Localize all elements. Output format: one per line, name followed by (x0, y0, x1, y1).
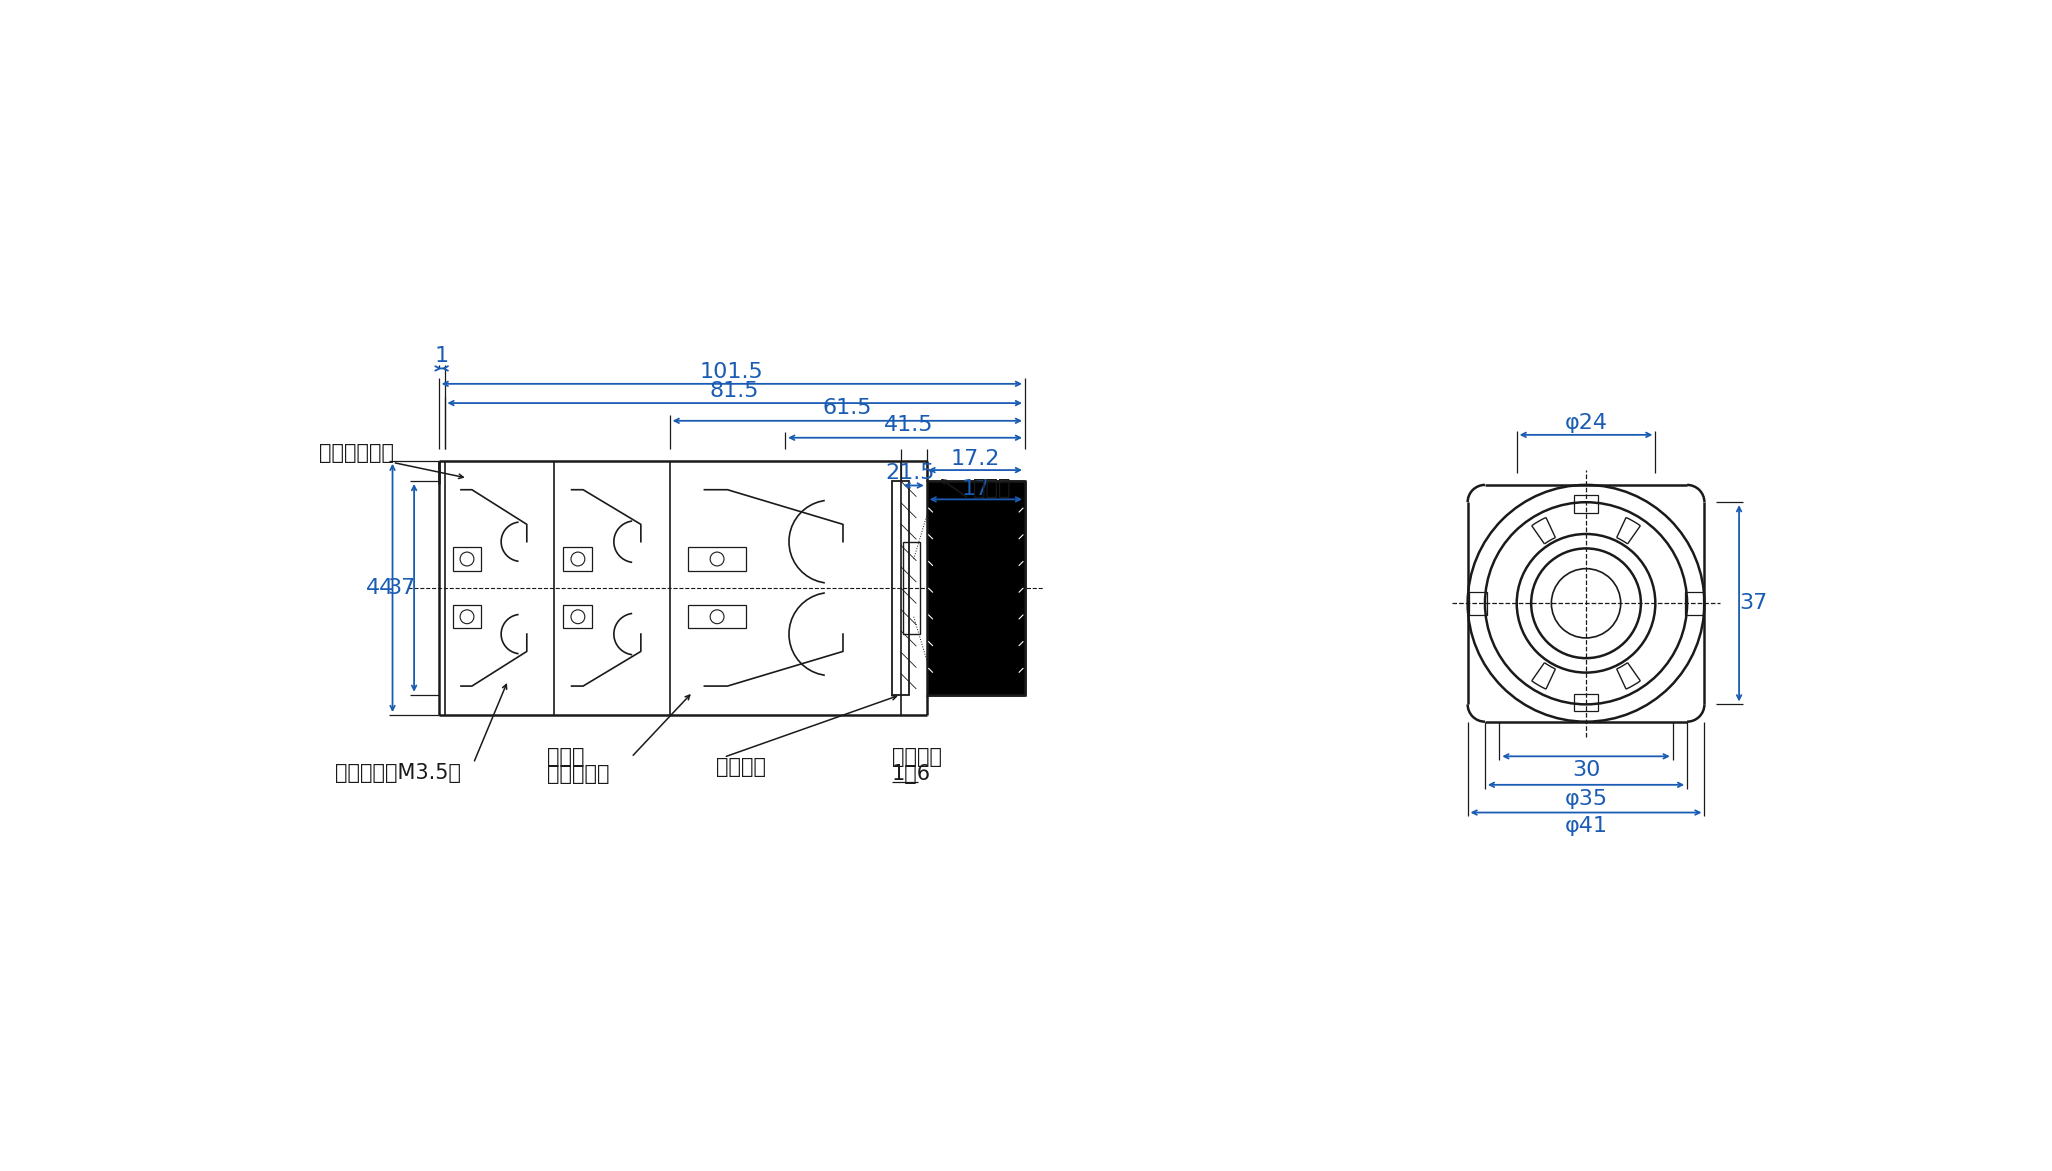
Bar (564, 548, 593, 570)
Text: φ41: φ41 (1564, 816, 1607, 836)
Bar (687, 548, 747, 570)
Text: 17.2: 17.2 (950, 450, 999, 470)
Text: パッキン: パッキン (716, 756, 765, 776)
Bar (453, 548, 480, 570)
Text: 81.5: 81.5 (710, 381, 759, 400)
Text: ターミナル: ターミナル (546, 765, 609, 785)
Text: ランプ: ランプ (546, 747, 585, 767)
Bar (1685, 591, 1703, 615)
Text: 30: 30 (1572, 760, 1601, 780)
Text: 21.5: 21.5 (884, 464, 934, 484)
Text: 端子ねじ（M3.5）: 端子ねじ（M3.5） (334, 762, 462, 782)
Bar (564, 605, 593, 629)
Bar (903, 542, 919, 634)
Text: 充電部カバー: 充電部カバー (320, 443, 394, 464)
Text: 61.5: 61.5 (823, 398, 872, 418)
Bar (1469, 591, 1488, 615)
Text: φ35: φ35 (1564, 789, 1607, 809)
Text: 37: 37 (1738, 594, 1767, 614)
Bar (928, 481, 1024, 694)
Text: ナット: ナット (973, 478, 1010, 498)
Text: 41.5: 41.5 (884, 416, 934, 436)
Bar (893, 481, 909, 694)
Bar (1574, 694, 1599, 711)
Text: 17: 17 (962, 479, 989, 499)
Text: 1～6: 1～6 (893, 765, 932, 785)
Bar (1574, 495, 1599, 513)
Text: 37: 37 (388, 578, 417, 598)
Bar (687, 605, 747, 629)
Text: 1: 1 (435, 347, 449, 367)
Text: φ24: φ24 (1564, 412, 1607, 432)
Text: パネル厘: パネル厘 (893, 747, 942, 767)
Text: 101.5: 101.5 (700, 362, 763, 382)
Text: 44: 44 (365, 578, 394, 598)
Bar (453, 605, 480, 629)
